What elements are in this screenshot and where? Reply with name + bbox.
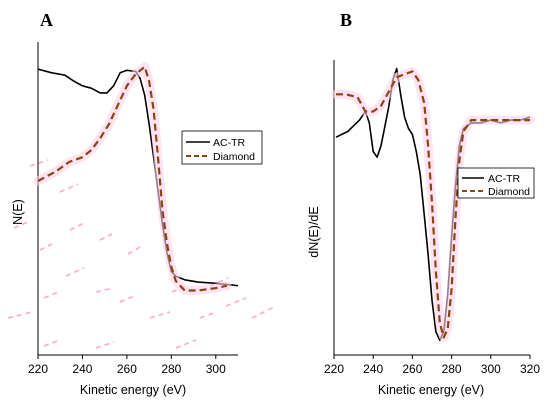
- panel-b-legend-label-diamond: Diamond: [488, 186, 530, 198]
- panel-b-series: [331, 66, 535, 342]
- panel-a: A 220 240 260 280 300 Kinetic energy (eV) N(…: [11, 10, 263, 397]
- background-artifacts: [7, 159, 277, 349]
- panel-b-x-tick-label: 240: [363, 362, 383, 376]
- panel-b-y-axis-title: dN(E)/dE: [307, 206, 321, 257]
- panel-b-x-tick-label: 220: [324, 362, 344, 376]
- panel-b-legend: AC-TR Diamond: [457, 167, 535, 199]
- panel-a-legend-box: [181, 130, 263, 165]
- panel-a-x-tick-label: 280: [161, 362, 181, 376]
- panel-a-x-ticks: 220 240 260 280 300: [28, 355, 226, 376]
- panel-a-series-line-diamond: [37, 65, 228, 292]
- panel-a-y-axis-title: N(E): [11, 199, 25, 225]
- panel-a-legend-label-actr: AC-TR: [213, 137, 245, 149]
- panel-b-legend-label-actr: AC-TR: [488, 173, 520, 185]
- panel-a-x-tick-label: 300: [206, 362, 226, 376]
- panel-a-series: [33, 62, 239, 295]
- panel-a-legend-label-diamond: Diamond: [213, 151, 255, 163]
- panel-a-x-tick-label: 240: [72, 362, 92, 376]
- panel-b-x-tick-label: 320: [520, 362, 540, 376]
- panel-a-series-line-ac-tr: [37, 68, 239, 287]
- panel-b-series-line-diamond: [336, 70, 530, 339]
- panel-b-x-axis-title: Kinetic energy (eV): [378, 383, 484, 397]
- panel-b-x-tick-label: 260: [402, 362, 422, 376]
- panel-b-letter: B: [340, 10, 352, 30]
- panel-b-x-tick-label: 300: [481, 362, 501, 376]
- panel-a-x-axis-title: Kinetic energy (eV): [80, 383, 186, 397]
- panel-a-legend: AC-TR Diamond: [181, 130, 263, 165]
- panel-a-letter: A: [40, 10, 53, 30]
- panel-a-x-tick-label: 260: [117, 362, 137, 376]
- panel-b-legend-box: [457, 167, 535, 199]
- panel-b-x-ticks: 220 240 260 280 300 320: [324, 355, 540, 376]
- panel-a-axes: [37, 42, 238, 356]
- panel-a-x-tick-label: 220: [28, 362, 48, 376]
- panel-a-series-halo-diamond: [33, 62, 232, 295]
- panel-b-x-tick-label: 280: [442, 362, 462, 376]
- panel-b: B 220 240 260 280 300 320 Kinetic energy (eV)…: [307, 10, 540, 397]
